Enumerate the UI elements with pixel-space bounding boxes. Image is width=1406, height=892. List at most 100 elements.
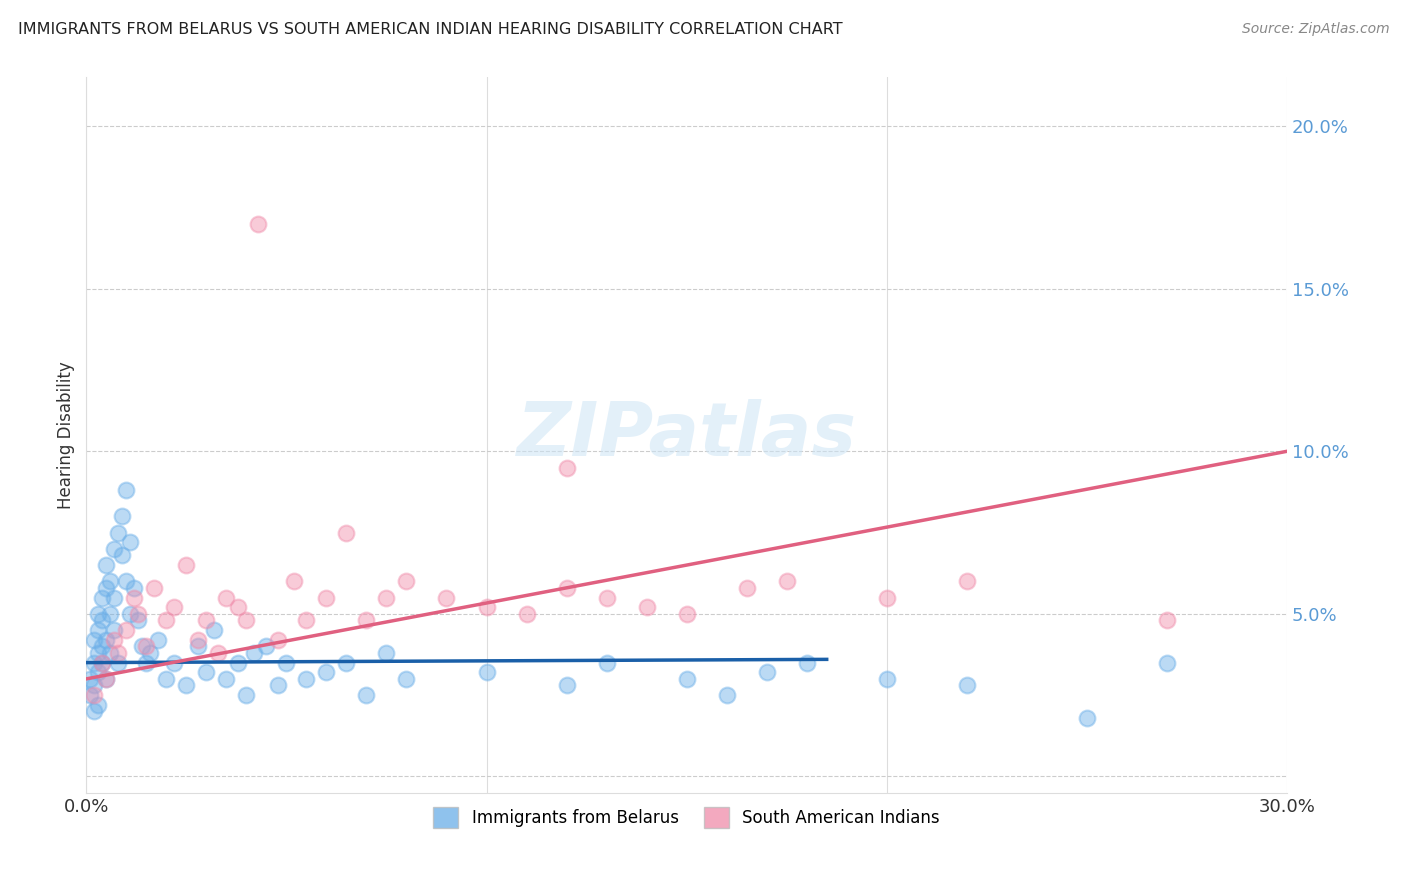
Point (127, 613, 149, 627)
Text: IMMIGRANTS FROM BELARUS VS SOUTH AMERICAN INDIAN HEARING DISABILITY CORRELATION : IMMIGRANTS FROM BELARUS VS SOUTH AMERICA… (18, 22, 844, 37)
Point (91, 640, 114, 654)
Point (96, 632, 118, 647)
Point (335, 656, 357, 670)
Point (636, 600, 658, 615)
Point (176, 558, 198, 573)
Point (155, 613, 177, 627)
Text: Source: ZipAtlas.com: Source: ZipAtlas.com (1241, 22, 1389, 37)
Point (315, 665, 337, 680)
Point (283, 574, 305, 589)
Point (375, 646, 398, 660)
Point (124, 581, 146, 595)
Point (335, 525, 357, 540)
Point (595, 591, 617, 605)
Point (735, 581, 758, 595)
Point (96, 558, 118, 573)
Point (796, 656, 818, 670)
Point (83, 678, 105, 692)
Point (1076, 711, 1098, 725)
Point (436, 591, 458, 605)
Point (91, 591, 114, 605)
Point (79, 688, 101, 702)
Point (148, 632, 170, 647)
Point (187, 632, 209, 647)
Y-axis label: Hearing Disability: Hearing Disability (58, 361, 75, 509)
Point (876, 591, 898, 605)
Legend: Immigrants from Belarus, South American Indians: Immigrants from Belarus, South American … (427, 801, 946, 834)
Point (202, 623, 225, 637)
Point (83, 632, 105, 647)
Point (107, 656, 129, 670)
Point (176, 678, 198, 692)
Point (139, 646, 162, 660)
Point (83, 656, 105, 670)
Point (120, 607, 142, 621)
Point (103, 541, 125, 556)
Point (91, 656, 114, 670)
Point (315, 591, 337, 605)
Point (956, 574, 979, 589)
Point (755, 665, 778, 680)
Point (675, 607, 697, 621)
Point (215, 672, 238, 686)
Point (91, 656, 114, 670)
Text: ZIPatlas: ZIPatlas (516, 399, 856, 472)
Point (555, 581, 578, 595)
Point (87, 607, 110, 621)
Point (103, 632, 125, 647)
Point (475, 665, 498, 680)
Point (87, 698, 110, 712)
Point (515, 607, 537, 621)
Point (124, 591, 146, 605)
Point (356, 613, 378, 627)
Point (87, 623, 110, 637)
Point (195, 613, 218, 627)
Point (135, 656, 157, 670)
Point (235, 613, 257, 627)
Point (215, 591, 238, 605)
Point (83, 705, 105, 719)
Point (107, 525, 129, 540)
Point (235, 688, 257, 702)
Point (87, 646, 110, 660)
Point (295, 672, 318, 686)
Point (111, 549, 134, 563)
Point (243, 646, 266, 660)
Point (1156, 613, 1178, 627)
Point (776, 574, 799, 589)
Point (555, 460, 578, 475)
Point (163, 656, 186, 670)
Point (135, 640, 157, 654)
Point (83, 688, 105, 702)
Point (96, 581, 118, 595)
Point (120, 535, 142, 549)
Point (111, 509, 134, 524)
Point (115, 623, 138, 637)
Point (79, 672, 101, 686)
Point (395, 574, 418, 589)
Point (555, 678, 578, 692)
Point (276, 656, 298, 670)
Point (876, 672, 898, 686)
Point (475, 600, 498, 615)
Point (115, 574, 138, 589)
Point (247, 217, 270, 231)
Point (1156, 656, 1178, 670)
Point (96, 672, 118, 686)
Point (395, 672, 418, 686)
Point (228, 656, 250, 670)
Point (103, 591, 125, 605)
Point (115, 483, 138, 498)
Point (267, 678, 290, 692)
Point (267, 632, 290, 647)
Point (195, 665, 218, 680)
Point (127, 607, 149, 621)
Point (375, 591, 398, 605)
Point (254, 640, 277, 654)
Point (107, 646, 129, 660)
Point (155, 672, 177, 686)
Point (98, 607, 121, 621)
Point (98, 574, 121, 589)
Point (187, 640, 209, 654)
Point (716, 688, 738, 702)
